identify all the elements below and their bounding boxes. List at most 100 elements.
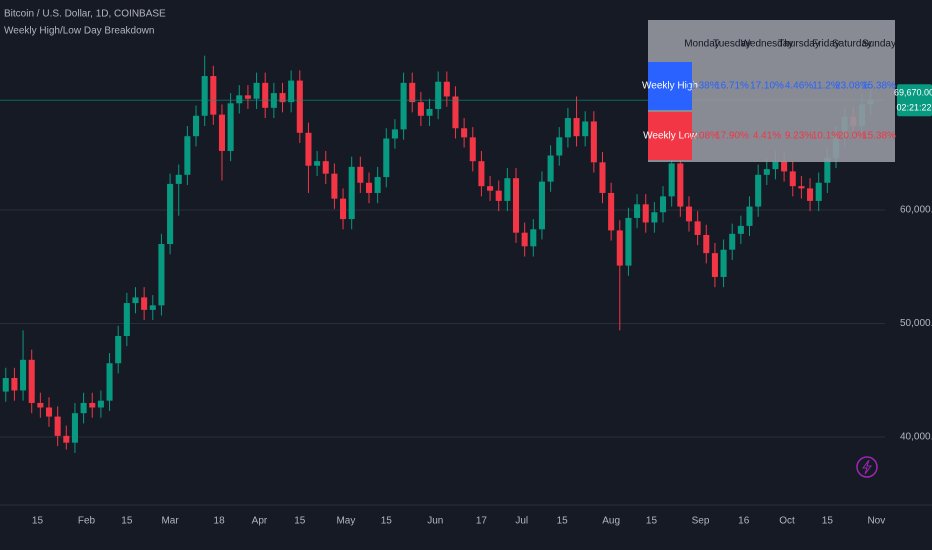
candle-body	[798, 186, 805, 189]
candle-body	[383, 138, 390, 178]
x-tick-label: Feb	[78, 516, 96, 527]
table-cell: 4.41%	[753, 131, 781, 142]
column-header: Sunday	[862, 39, 896, 50]
row-label-bg	[648, 62, 692, 110]
candle-body	[296, 80, 303, 133]
candle-body	[11, 377, 18, 391]
candle-body	[538, 181, 545, 230]
candle-body	[435, 81, 442, 109]
candle-body	[409, 82, 416, 103]
candle-body	[426, 108, 433, 116]
candle-body	[279, 93, 286, 103]
candle-body	[175, 174, 182, 184]
x-tick-label: 15	[294, 516, 306, 527]
x-tick-label: Mar	[161, 516, 179, 527]
price-label: 69,670.00	[894, 88, 932, 98]
candle-body	[97, 400, 104, 408]
x-tick-label: 16	[738, 516, 750, 527]
candle-body	[149, 305, 156, 310]
x-tick-label: Jul	[515, 516, 528, 527]
candle-body	[599, 162, 606, 193]
candle-body	[322, 161, 329, 174]
candle-body	[564, 118, 571, 138]
candle-body	[556, 137, 563, 156]
row-label: Weekly High	[642, 81, 698, 92]
candle-body	[608, 192, 615, 231]
candle-body	[63, 435, 70, 443]
candle-body	[201, 76, 208, 116]
candle-body	[340, 198, 347, 220]
candle-body	[487, 186, 494, 191]
candle-body	[815, 182, 822, 201]
candle-body	[132, 297, 139, 304]
candle-body	[668, 163, 675, 197]
table-cell: 23.08%	[835, 81, 869, 92]
x-tick-label: Apr	[252, 516, 268, 527]
candle-body	[288, 80, 295, 103]
candle-body	[642, 204, 649, 223]
grid	[0, 209, 885, 438]
candle-body	[54, 416, 61, 436]
candle-body	[512, 178, 520, 233]
candle-body	[37, 402, 44, 408]
table-cell: 15.38%	[862, 81, 896, 92]
candle-body	[530, 229, 537, 247]
candle-body	[115, 335, 122, 364]
candle-body	[357, 166, 364, 183]
candle-body	[616, 230, 623, 266]
row-label: Weekly Low	[643, 131, 698, 142]
candle-body	[711, 253, 718, 277]
candle-body	[244, 95, 251, 99]
alert-circle[interactable]	[856, 456, 878, 478]
x-tick-label: Jun	[427, 516, 443, 527]
table-cell: 16.71%	[715, 81, 749, 92]
candle-body	[89, 402, 96, 408]
candle-body	[582, 121, 589, 137]
candle-body	[80, 402, 87, 414]
table-cell: 11.38%	[685, 81, 718, 92]
candle-body	[123, 303, 130, 336]
column-header: Monday	[684, 39, 720, 50]
candle-body	[2, 377, 9, 392]
candle-body	[789, 171, 796, 187]
alert-icon[interactable]	[856, 456, 878, 478]
candle-body	[184, 136, 191, 175]
candle-body	[737, 225, 744, 234]
x-tick-label: 15	[381, 516, 393, 527]
candle-body	[71, 413, 78, 443]
candle-body	[729, 233, 736, 250]
indicator-name: Weekly High/Low Day Breakdown	[4, 26, 154, 37]
alert-bolt[interactable]	[862, 459, 872, 475]
candle-body	[141, 297, 148, 310]
table-cell: 4.46%	[785, 81, 813, 92]
x-tick-label: 15	[822, 516, 834, 527]
candle-body	[400, 82, 407, 130]
table-cell: 9.23%	[785, 131, 813, 142]
candle-body	[167, 183, 174, 245]
candle-body	[685, 206, 693, 222]
row-label-bg	[648, 112, 692, 160]
candle-body	[365, 182, 373, 193]
candle-body	[106, 363, 113, 401]
candle-body	[469, 137, 476, 162]
candle-body	[391, 129, 398, 139]
x-tick-label: Sep	[692, 516, 710, 527]
chart-title: Bitcoin / U.S. Dollar, 1D, COINBASE	[4, 9, 166, 20]
x-tick-label: Nov	[867, 516, 885, 527]
candle-body	[495, 190, 502, 201]
candle-body	[443, 81, 450, 97]
candle-body	[262, 82, 269, 108]
candle-body	[452, 96, 459, 129]
candle-body	[210, 76, 217, 115]
table-cell: 20.0%	[838, 131, 866, 142]
column-header: Tuesday	[713, 39, 751, 50]
column-header: Saturday	[832, 39, 872, 50]
candle-body	[192, 115, 200, 137]
candle-body	[755, 174, 762, 207]
y-tick-label: 60,000.00	[900, 205, 932, 216]
candle-body	[314, 161, 321, 166]
stats-table: MondayTuesdayWednesdayThursdayFridaySatu…	[642, 20, 896, 162]
column-header: Wednesday	[741, 39, 794, 50]
candle-body	[417, 102, 424, 116]
